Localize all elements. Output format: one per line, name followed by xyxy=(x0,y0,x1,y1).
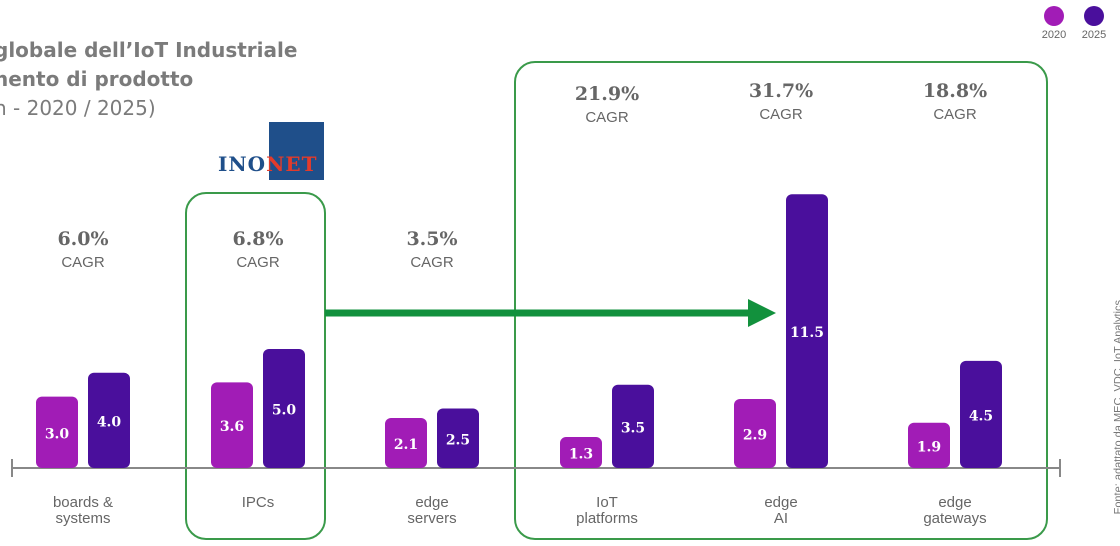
chart-title: globale dell’IoT Industriale nento di pr… xyxy=(0,36,297,123)
cagr-label: CAGR xyxy=(585,109,629,126)
bar-label-2020: 1.3 xyxy=(569,447,593,463)
cagr-value: 21.9% xyxy=(575,83,639,105)
title-line-1: globale dell’IoT Industriale xyxy=(0,38,298,62)
cagr-value: 3.5% xyxy=(406,228,457,250)
cagr-label: CAGR xyxy=(61,254,105,271)
bar-2020 xyxy=(211,382,253,468)
bar-2025 xyxy=(437,408,479,468)
category-label: IoT xyxy=(596,494,618,511)
category-label: AI xyxy=(774,510,788,527)
title-line-2: nento di prodotto xyxy=(0,67,194,91)
category-label: gateways xyxy=(923,510,986,527)
bar-2020 xyxy=(560,437,602,468)
growth-arrow-head xyxy=(748,299,776,327)
legend-swatch-2025 xyxy=(1084,6,1104,26)
legend-label-2020: 2020 xyxy=(1041,29,1067,41)
logo-text-ino: INO xyxy=(218,152,267,176)
logo-text-net: NET xyxy=(266,152,318,176)
bar-2020 xyxy=(385,418,427,468)
bar-label-2025: 2.5 xyxy=(446,432,470,448)
bar-label-2020: 2.1 xyxy=(394,437,418,453)
bar-2025 xyxy=(88,372,130,468)
legend-item-2020: 2020 xyxy=(1034,6,1074,41)
cagr-label: CAGR xyxy=(236,254,280,271)
bar-2025 xyxy=(263,349,305,468)
bar-2020 xyxy=(734,398,776,468)
cagr-value: 18.8% xyxy=(923,80,987,102)
highlight-box-ipcs xyxy=(185,192,326,540)
category-label: edge xyxy=(764,494,797,511)
category-label: systems xyxy=(55,510,110,527)
bar-2025 xyxy=(960,360,1002,468)
category-label: edge xyxy=(415,494,448,511)
category-label: platforms xyxy=(576,510,638,527)
category-label: servers xyxy=(407,510,456,527)
cagr-label: CAGR xyxy=(759,106,803,123)
cagr-label: CAGR xyxy=(410,254,454,271)
legend-swatch-2020 xyxy=(1044,6,1064,26)
title-line-3: n - 2020 / 2025) xyxy=(0,96,156,120)
bar-label-2020: 3.6 xyxy=(220,419,244,435)
highlight-box-new-segments xyxy=(514,61,1048,540)
bar-2025 xyxy=(612,384,654,468)
cagr-value: 6.8% xyxy=(232,228,283,250)
cagr-label: CAGR xyxy=(933,106,977,123)
bar-2025 xyxy=(786,194,828,469)
bar-label-2020: 3.0 xyxy=(45,426,70,442)
bar-2020 xyxy=(908,422,950,468)
bar-label-2020: 1.9 xyxy=(917,439,941,455)
bar-label-2025: 4.5 xyxy=(969,408,993,424)
inonet-logo: INONET xyxy=(214,122,324,180)
cagr-value: 31.7% xyxy=(749,80,813,102)
legend-label-2025: 2025 xyxy=(1081,29,1107,41)
bar-label-2025: 5.0 xyxy=(272,403,297,419)
bar-label-2020: 2.9 xyxy=(743,427,767,443)
category-label: edge xyxy=(938,494,971,511)
logo-blue-block xyxy=(269,122,324,180)
bar-2020 xyxy=(36,396,78,468)
category-label: IPCs xyxy=(242,494,275,511)
logo-text: INONET xyxy=(218,152,317,176)
legend-item-2025: 2025 xyxy=(1074,6,1114,41)
category-label: boards & xyxy=(53,494,113,511)
legend: 2020 2025 xyxy=(1034,6,1114,46)
bar-label-2025: 4.0 xyxy=(97,414,122,430)
cagr-value: 6.0% xyxy=(57,228,108,250)
bar-label-2025: 3.5 xyxy=(621,420,645,436)
bar-label-2025: 11.5 xyxy=(790,325,824,341)
